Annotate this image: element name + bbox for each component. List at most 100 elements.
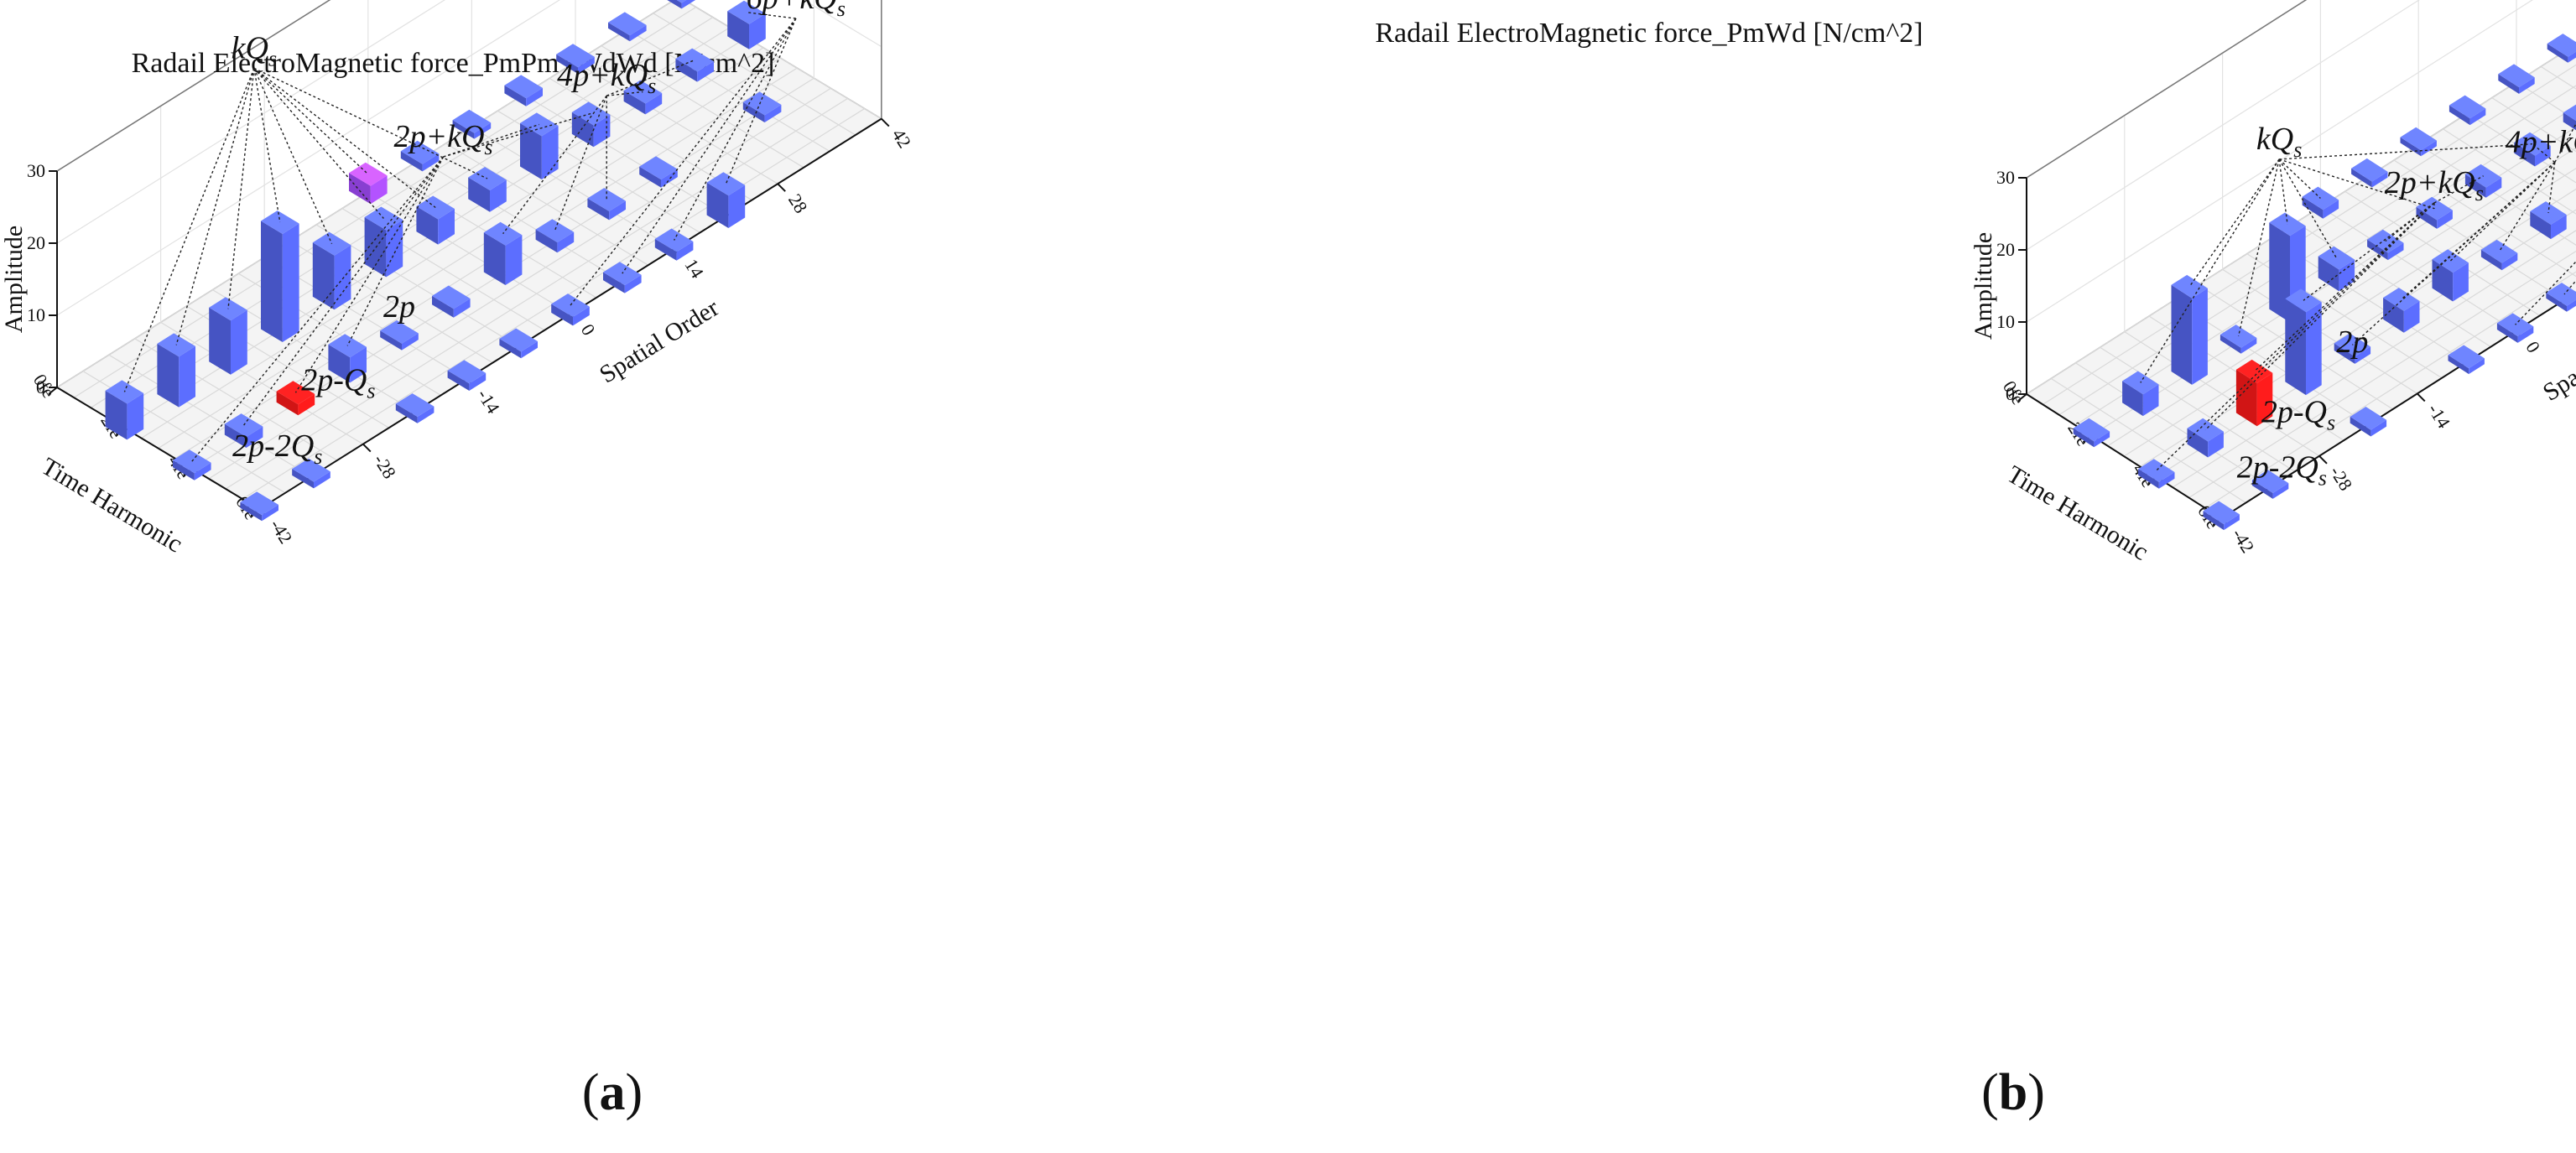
annotation-label: 2p-2Qs xyxy=(2237,450,2327,491)
bar-left-face xyxy=(2383,298,2404,333)
bar-0fe-10 xyxy=(608,12,647,42)
bar-right-face xyxy=(490,179,507,212)
bar-left-face xyxy=(328,344,351,383)
annotation-leader xyxy=(606,59,695,96)
bar-6fe--2 xyxy=(2448,345,2485,375)
grid-line-spatial xyxy=(2417,143,2576,246)
grid-line-spatial xyxy=(2050,377,2246,504)
annotation-leader xyxy=(253,68,281,223)
bar-left-face xyxy=(608,22,630,42)
caption-b-letter: b xyxy=(1998,1064,2028,1121)
annotation-subscript: s xyxy=(648,74,656,98)
bar-left-face xyxy=(276,391,299,416)
bar-top-face xyxy=(2547,34,2576,57)
bar-left-face xyxy=(432,295,454,318)
bar-4fe-0 xyxy=(483,221,523,285)
bar-0fe-8 xyxy=(2498,64,2535,94)
bar-right-face xyxy=(2568,51,2576,63)
annotation-leader xyxy=(2278,158,2338,258)
bar-left-face xyxy=(2220,335,2241,354)
bar-right-face xyxy=(2158,472,2175,489)
annotation-leader xyxy=(346,156,445,346)
bar-left-face xyxy=(2498,74,2519,94)
bar-0fe-2 xyxy=(2351,158,2388,188)
bar-top-face xyxy=(742,91,782,116)
spatial-tick-label: 0 xyxy=(577,320,600,340)
grid-line-spatial xyxy=(523,94,726,217)
spatial-tick xyxy=(881,117,890,127)
annotation-base: 6p+kQ xyxy=(747,0,837,16)
time-tick-label: 0fe xyxy=(29,371,60,402)
annotation-leader xyxy=(2188,158,2280,288)
bars xyxy=(105,0,782,522)
bar-left-face xyxy=(2464,174,2486,198)
z-axis-label: Amplitude xyxy=(1970,232,1997,340)
bar-right-face xyxy=(282,223,299,342)
annotation-leader xyxy=(606,91,643,96)
bar-right-face xyxy=(417,406,435,423)
bar-left-face xyxy=(452,120,475,139)
bar-left-face xyxy=(2530,211,2551,240)
bar-right-face xyxy=(438,209,455,245)
bar-0fe-0 xyxy=(349,162,388,205)
bar-top-face xyxy=(447,360,487,384)
bar-right-face xyxy=(573,306,590,326)
bar-right-face xyxy=(749,13,766,49)
bar-top-face xyxy=(2448,345,2485,369)
bar-2fe--6 xyxy=(2220,325,2257,354)
z-tick-label: 10 xyxy=(1996,311,2015,332)
annotation-base: 2p xyxy=(383,289,415,325)
bar-right-face xyxy=(728,184,746,228)
bar-left-face xyxy=(395,403,418,423)
bar-4fe-10 xyxy=(742,91,782,122)
annotation-leader xyxy=(2278,158,2321,199)
bar-left-face xyxy=(400,151,423,172)
chart-b-svg: 0102030Amplitude0fe2fe4fe6feTime Harmoni… xyxy=(1375,0,2576,566)
annotation-leader xyxy=(2401,162,2556,300)
bar-4fe-0 xyxy=(2432,249,2469,302)
bar-left-face xyxy=(2351,168,2372,188)
bar-right-face xyxy=(231,309,247,375)
annotation-label: 2p-2Qs xyxy=(232,428,322,469)
bar-2fe--12 xyxy=(2073,418,2110,448)
spatial-tick xyxy=(777,183,786,192)
time-tick xyxy=(2017,393,2027,402)
bar-right-face xyxy=(2142,384,2159,417)
annotation-leader xyxy=(2554,122,2576,163)
bar-left-face xyxy=(157,343,180,408)
spatial-tick-label: -14 xyxy=(2424,400,2455,432)
bar-6fe--12 xyxy=(240,491,278,522)
bar-top-face xyxy=(639,156,678,180)
bar-right-face xyxy=(2224,514,2240,531)
bar-top-face xyxy=(2449,95,2486,119)
bar-right-face xyxy=(593,114,611,148)
bar-2fe-4 xyxy=(2464,164,2502,198)
z-tick-label: 20 xyxy=(1996,239,2015,260)
bar-0fe-6 xyxy=(504,75,543,106)
bar-left-face xyxy=(2496,323,2518,343)
spatial-tick-label: 14 xyxy=(680,255,708,282)
bar-top-face xyxy=(2350,407,2387,430)
grid-line-spatial xyxy=(2124,331,2320,457)
bar-top-face xyxy=(2138,459,2175,482)
bar-2fe-10 xyxy=(675,48,714,82)
bar-0fe-6 xyxy=(2449,95,2486,126)
box-edge xyxy=(2026,0,2308,179)
spatial-tick-label: 28 xyxy=(784,190,812,217)
annotation-subscript: s xyxy=(2293,138,2302,162)
bar-top-face xyxy=(2220,325,2257,348)
spatial-axis-label: Spatial Order xyxy=(595,293,724,388)
bar-right-face xyxy=(2437,210,2453,229)
annotation-leader xyxy=(443,123,540,158)
bar-left-face xyxy=(2138,469,2159,489)
chart-title: Radail ElectroMagnetic force_PmWd [N/cm^… xyxy=(1375,18,1923,49)
grid-line-spatial xyxy=(575,61,778,184)
grid-line-z xyxy=(803,0,882,48)
bar-4fe--6 xyxy=(2285,288,2322,396)
z-tick-label: 10 xyxy=(27,304,45,325)
bar-top-face xyxy=(2383,288,2420,311)
bar-left-face xyxy=(2285,299,2306,396)
bar-right-face xyxy=(2094,431,2110,448)
grid-line-spatial xyxy=(627,29,830,152)
